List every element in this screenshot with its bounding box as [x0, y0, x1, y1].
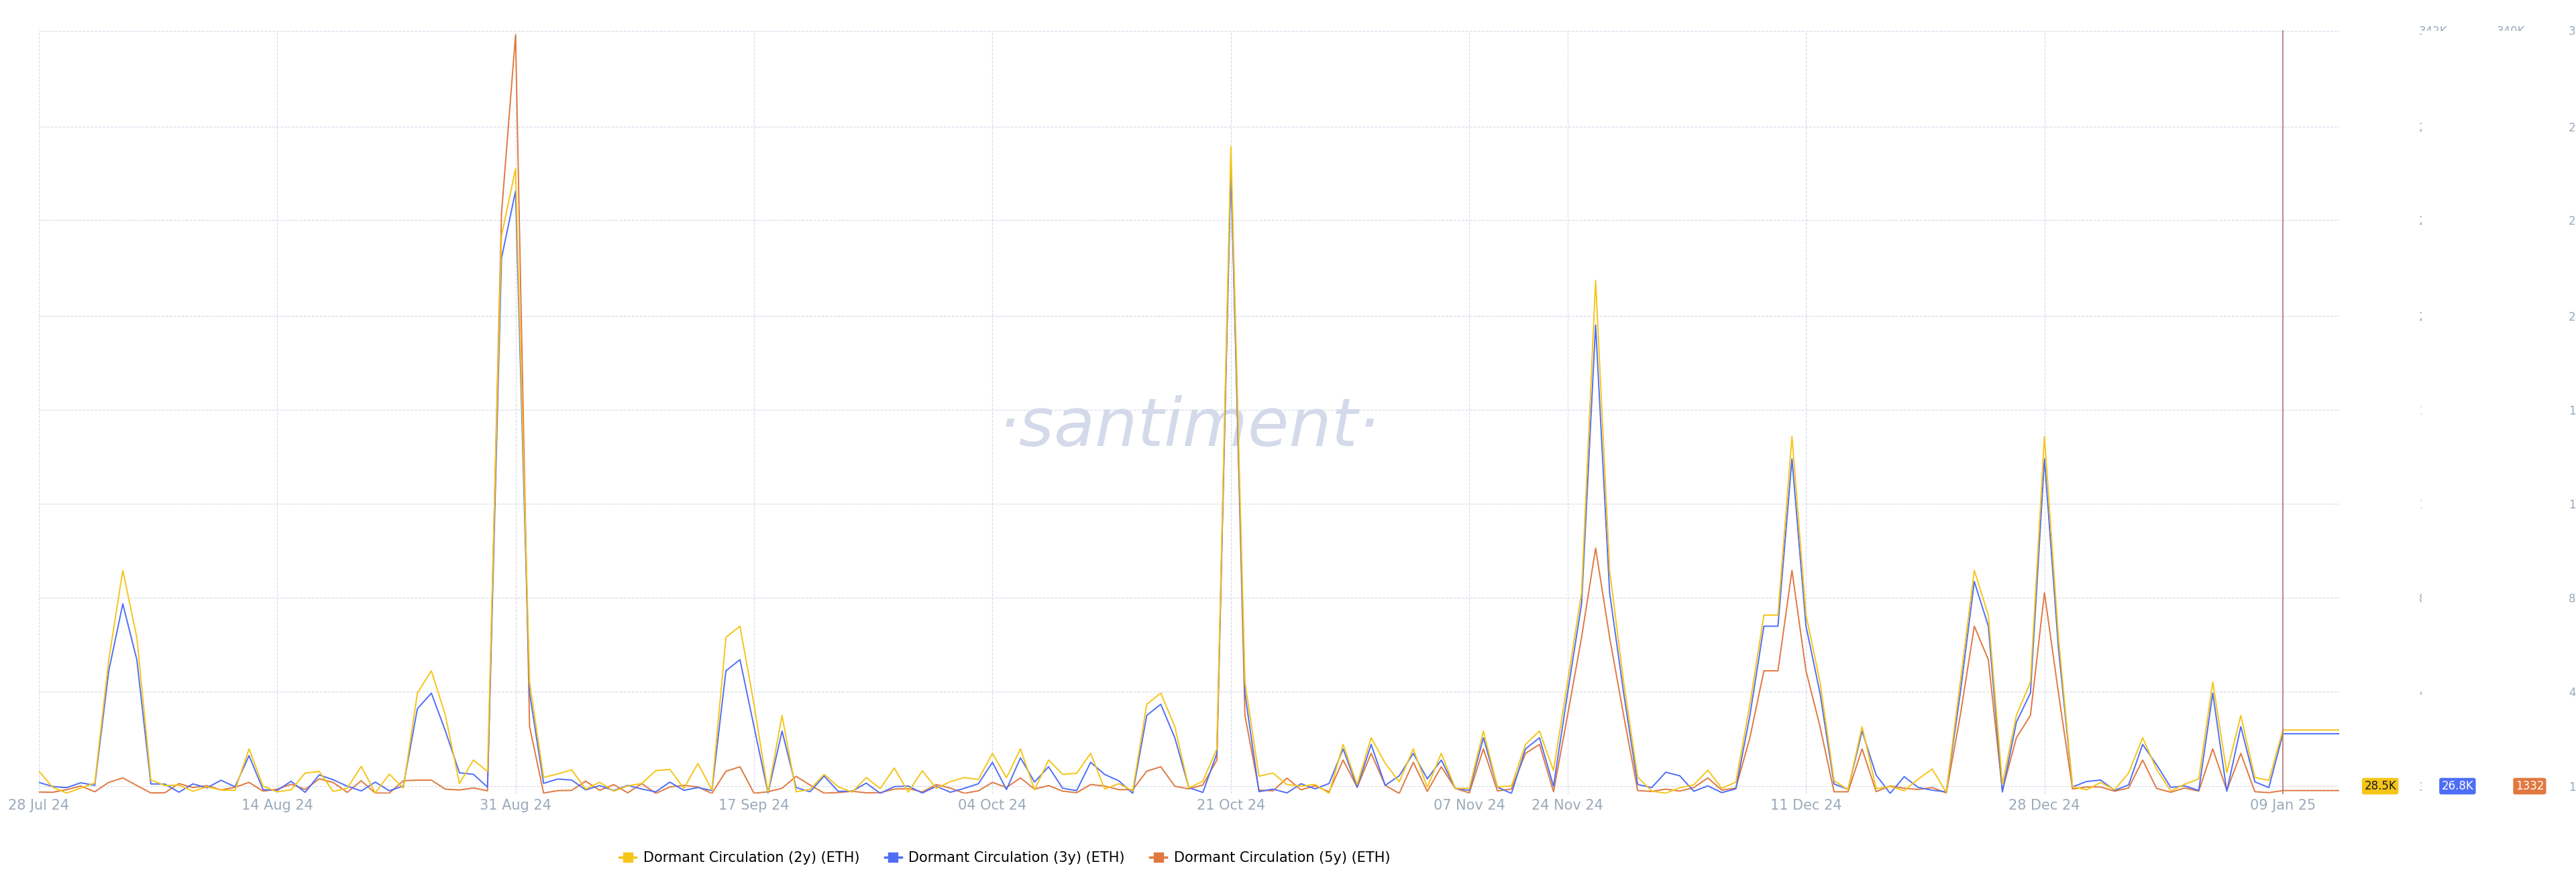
Text: 26.8K: 26.8K — [2442, 780, 2473, 792]
Text: 1332: 1332 — [2514, 780, 2545, 792]
Legend: Dormant Circulation (2y) (ETH), Dormant Circulation (3y) (ETH), Dormant Circulat: Dormant Circulation (2y) (ETH), Dormant … — [613, 846, 1396, 870]
Text: 28.5K: 28.5K — [2365, 780, 2396, 792]
Text: ·santiment·: ·santiment· — [997, 395, 1381, 460]
